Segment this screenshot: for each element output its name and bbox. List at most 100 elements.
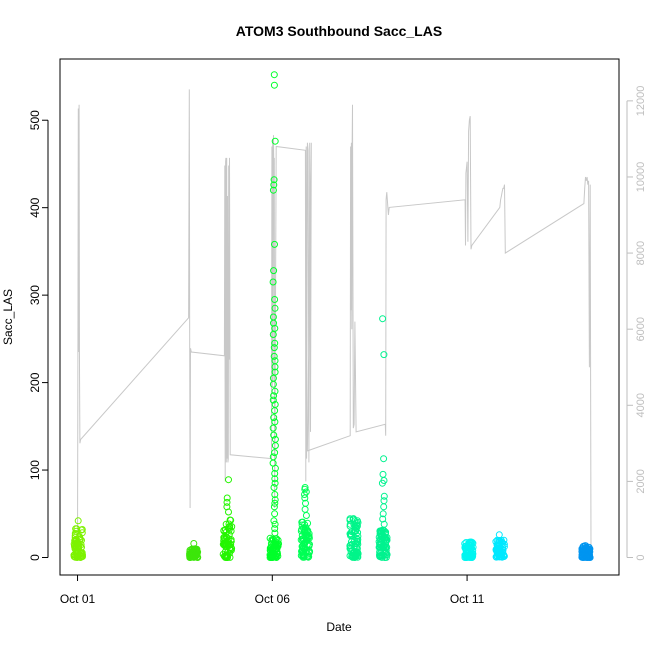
data-point-outlier (271, 525, 279, 533)
data-point-outlier (271, 510, 279, 518)
data-point (351, 551, 359, 559)
data-point-outlier (271, 475, 279, 483)
data-point (353, 535, 361, 543)
data-point (187, 553, 194, 560)
data-point (298, 521, 306, 529)
data-point (225, 542, 233, 549)
data-point-outlier (271, 401, 279, 408)
data-point-outlier (225, 476, 232, 484)
y2-tick-label: 0 (635, 554, 647, 560)
data-point-outlier (270, 267, 278, 275)
data-point (375, 533, 383, 541)
data-point-outlier (269, 453, 277, 461)
data-point-outlier (223, 498, 231, 506)
data-point-outlier (495, 531, 503, 539)
data-point (492, 545, 500, 553)
data-point-outlier (271, 442, 279, 450)
data-point (222, 543, 230, 551)
data-point-outlier (380, 503, 388, 511)
data-point-outlier (271, 368, 279, 376)
data-point (71, 529, 79, 537)
data-point (380, 552, 387, 560)
data-point (73, 525, 81, 533)
y-tick-label: 400 (28, 197, 42, 217)
x-tick-label: Oct 11 (450, 592, 485, 606)
data-point (226, 516, 234, 524)
data-point (352, 527, 360, 535)
data-point (306, 548, 314, 555)
data-point (500, 543, 508, 551)
data-point-outlier (271, 387, 279, 395)
data-point (300, 525, 308, 533)
data-point-outlier (270, 344, 278, 352)
data-point-outlier (380, 492, 388, 500)
secondary-series-line (77, 89, 592, 558)
data-point-outlier (223, 503, 231, 511)
data-point-outlier (74, 517, 82, 525)
data-point-outlier (270, 517, 278, 525)
series-9-group (492, 531, 508, 561)
data-point (299, 518, 307, 526)
data-point-outlier (380, 455, 388, 463)
data-point-outlier (379, 510, 387, 518)
y-tick-label: 500 (28, 110, 42, 130)
data-point (306, 540, 313, 548)
data-point (346, 542, 354, 550)
data-point (351, 537, 358, 545)
y2-tick-label: 2000 (635, 469, 647, 493)
data-point (303, 532, 311, 540)
secondary-line-layer (77, 89, 592, 558)
data-point (77, 554, 84, 561)
data-point (222, 528, 230, 536)
y2-tick-label: 12000 (635, 86, 647, 117)
data-point (348, 528, 356, 536)
data-point (379, 534, 387, 542)
data-point-outlier (270, 352, 278, 360)
data-point (582, 552, 590, 560)
data-point-outlier (269, 186, 277, 194)
data-point-outlier (380, 351, 388, 359)
points-layer (70, 71, 594, 561)
data-point (224, 553, 231, 561)
data-point (268, 546, 276, 554)
data-point-outlier (271, 296, 279, 303)
data-point-outlier (271, 137, 279, 145)
data-point (500, 536, 508, 544)
axes-layer: 0 100 200 300 400 500 Oct 01 Oct 06 Oct 11 0 2000 4… (28, 86, 647, 606)
data-point (383, 534, 391, 541)
data-point-outlier (379, 315, 387, 323)
y-tick-label: 200 (28, 372, 42, 392)
data-point-outlier (269, 313, 277, 321)
y-axis-label: Sacc_LAS (1, 289, 15, 345)
series-4-group (266, 71, 282, 561)
data-point (350, 520, 358, 528)
data-point-outlier (270, 71, 278, 79)
data-point-outlier (271, 470, 279, 477)
data-point-outlier (380, 497, 388, 505)
data-point-outlier (270, 81, 278, 89)
data-point-outlier (270, 503, 278, 511)
y2-tick-label: 8000 (635, 241, 647, 265)
data-point (353, 519, 361, 527)
data-point-outlier (270, 392, 278, 400)
data-point-outlier (269, 374, 277, 382)
series-6-group (346, 515, 362, 561)
y-tick-label: 300 (28, 285, 42, 305)
series-10-group (578, 542, 594, 561)
data-point (71, 542, 78, 550)
data-point (305, 553, 313, 561)
data-point (498, 553, 506, 561)
data-point (77, 541, 85, 549)
data-point-outlier (270, 181, 278, 189)
data-point-outlier (271, 435, 279, 443)
data-point-outlier (223, 494, 231, 502)
data-point-outlier (271, 418, 279, 426)
data-point (348, 531, 356, 539)
data-point (77, 526, 85, 534)
data-point-outlier (301, 484, 309, 491)
data-point-outlier (270, 176, 278, 184)
data-point-outlier (269, 424, 277, 432)
data-point (353, 545, 361, 552)
x-tick-label: Oct 01 (60, 592, 96, 606)
